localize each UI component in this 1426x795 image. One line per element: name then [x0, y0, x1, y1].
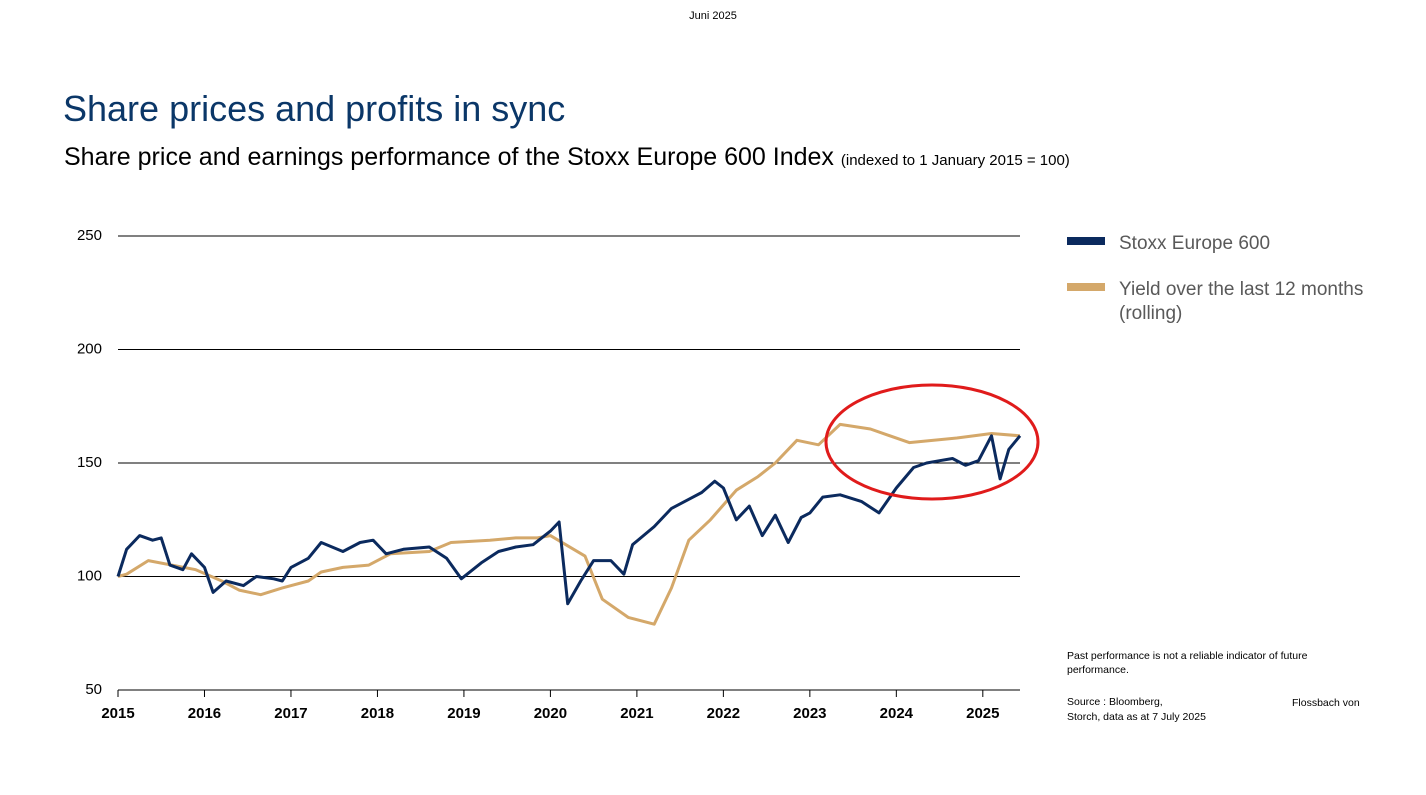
line-series	[116, 434, 1022, 606]
legend-label: Stoxx Europe 600	[1119, 233, 1271, 254]
x-tick-label: 2021	[620, 705, 653, 722]
subtitle-block: Share price and earnings performance of …	[64, 143, 1070, 172]
x-tick-label: 2018	[361, 705, 394, 722]
source-author: Flossbach von Storch, data as at 7 July …	[1067, 697, 1360, 723]
y-tick-label: 250	[77, 227, 102, 244]
x-tick-label: 2015	[101, 705, 134, 722]
line-series	[117, 422, 1021, 626]
legend-label: Yield over the last 12 months (rolling)	[1119, 279, 1364, 324]
subtitle-note: (indexed to 1 January 2015 = 100)	[840, 152, 1070, 169]
legend-swatch	[1067, 237, 1105, 245]
x-tick-label: 2023	[793, 705, 826, 722]
x-tick-label: 2016	[188, 705, 221, 722]
x-tick-label: 2017	[274, 705, 307, 722]
source: Source : Bloomberg,	[1067, 696, 1163, 708]
subtitle: Share price and earnings performance of …	[64, 143, 834, 171]
chart: 50 100 150 200 250 2015 2016 2017 2018 2019 2020 20…	[77, 227, 1040, 722]
header: Juni 2025	[689, 10, 737, 22]
footnote: Past performance is not a reliable indic…	[1067, 650, 1308, 676]
legend-item: Yield over the last 12 months (rolling)	[1067, 278, 1387, 326]
legend: Stoxx Europe 600 Yield over the last 12 m…	[1067, 232, 1387, 348]
x-tick-label: 2020	[534, 705, 567, 722]
x-tick-label: 2019	[447, 705, 480, 722]
y-tick-label: 200	[77, 340, 102, 357]
x-tick-label: 2025	[966, 705, 999, 722]
legend-swatch	[1067, 283, 1105, 291]
y-tick-label: 150	[77, 454, 102, 471]
x-tick-label: 2024	[880, 705, 914, 722]
y-tick-label: 50	[85, 681, 102, 698]
y-tick-label: 100	[77, 567, 102, 584]
title: Share prices and profits in sync	[63, 88, 566, 129]
legend-item: Stoxx Europe 600	[1067, 232, 1387, 256]
highlight-ellipse	[824, 383, 1040, 501]
x-tick-label: 2022	[707, 705, 740, 722]
